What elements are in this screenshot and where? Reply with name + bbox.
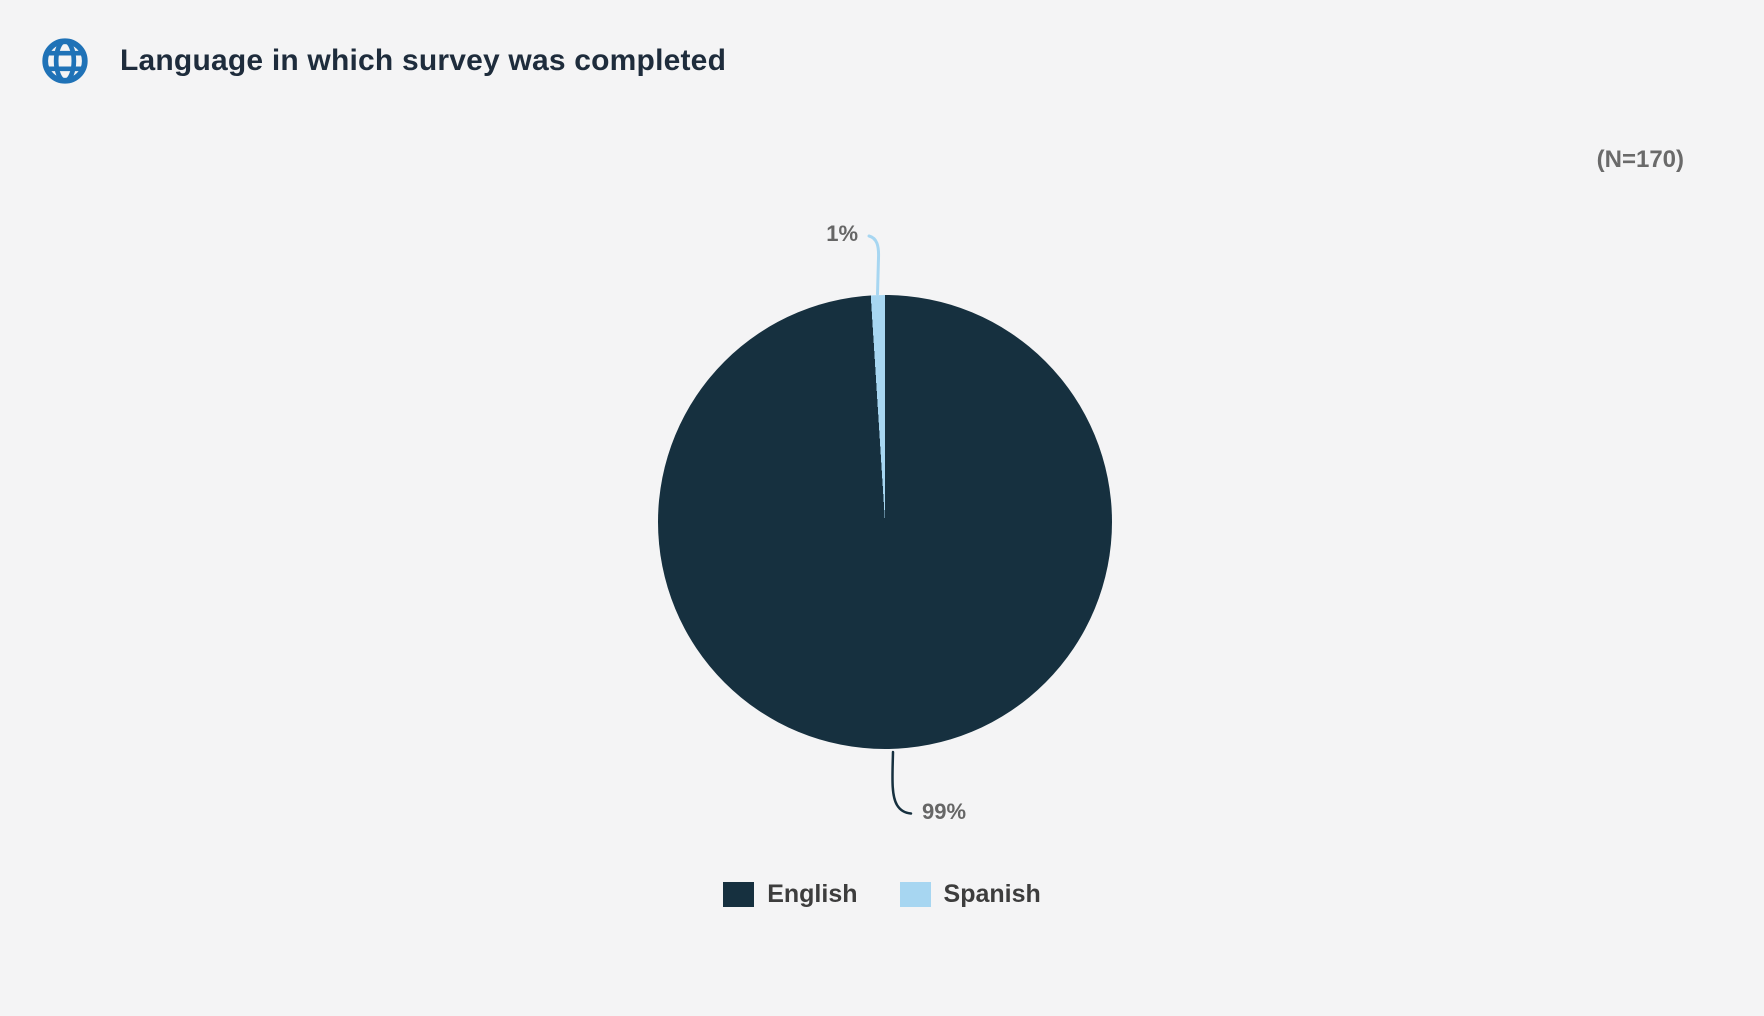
spanish-swatch (899, 882, 931, 907)
data-label-spanish: 1% (826, 221, 858, 246)
legend-label-spanish: Spanish (943, 880, 1041, 908)
pie-chart[interactable] (658, 295, 1112, 749)
legend-label-english: English (767, 880, 858, 908)
globe-icon (42, 38, 88, 84)
sample-size-label: (N=170) (1596, 146, 1684, 173)
chart-legend: English Spanish (0, 880, 1764, 909)
spanish-leader-line (867, 234, 881, 296)
legend-item-english[interactable]: English (723, 880, 858, 909)
chart-header: Language in which survey was completed (40, 36, 726, 86)
legend-item-spanish[interactable]: Spanish (899, 880, 1041, 909)
data-label-english: 99% (922, 799, 967, 824)
english-swatch (723, 882, 755, 907)
page-title: Language in which survey was completed (120, 44, 727, 77)
english-leader-line (891, 750, 913, 815)
